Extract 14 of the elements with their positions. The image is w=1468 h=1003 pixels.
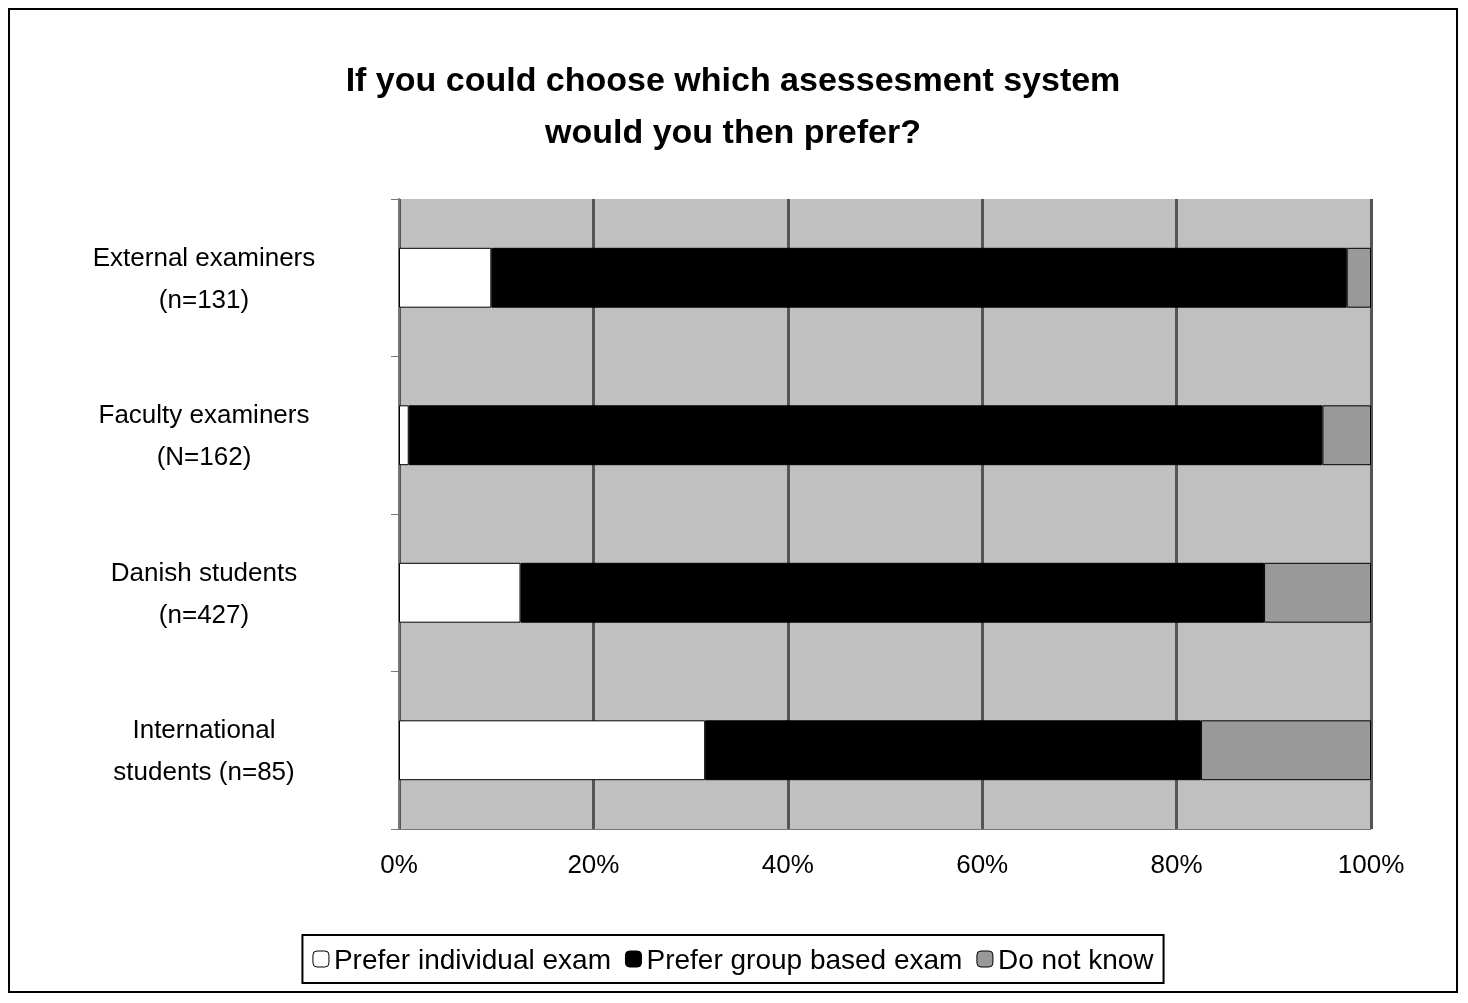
x-tick-label: 0% <box>380 849 418 879</box>
x-tick-label: 80% <box>1150 849 1203 879</box>
x-tick-label: 100% <box>1337 849 1405 879</box>
x-tick-label: 40% <box>761 849 814 879</box>
y-tick-label: Danish students (n=427) <box>110 556 298 629</box>
chart-title: If you could choose which asessesment system would you then prefer? <box>345 60 1121 150</box>
y-tick-label: International students (n=85) <box>113 714 295 787</box>
legend-label: Prefer individual exam <box>333 943 611 975</box>
y-tick-label: Faculty examiners (N=162) <box>98 399 310 472</box>
x-tick-label: 20% <box>567 849 620 879</box>
legend-label: Prefer group based exam <box>646 943 963 975</box>
y-tick-label: External examiners (n=131) <box>92 241 316 314</box>
x-tick-label: 60% <box>956 849 1009 879</box>
legend-label: Do not know <box>997 943 1155 975</box>
